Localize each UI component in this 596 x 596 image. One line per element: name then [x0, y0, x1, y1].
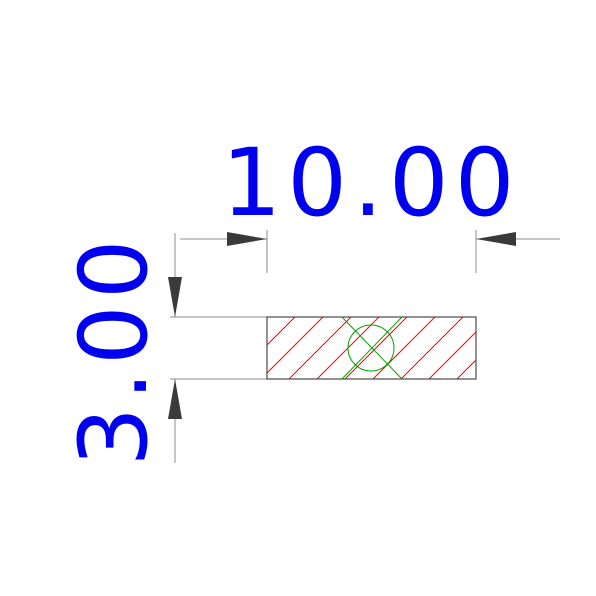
- hatch-line: [288, 317, 352, 379]
- hatch-line: [344, 317, 408, 379]
- hatch-line: [456, 359, 476, 379]
- height-arrow-bottom: [168, 379, 182, 419]
- hatch-line: [400, 317, 464, 379]
- center-mark: [341, 316, 403, 380]
- width-dimension-label: 10.00: [221, 129, 520, 238]
- hatch-line: [267, 317, 268, 318]
- height-arrow-top: [168, 277, 182, 317]
- center-circle: [347, 324, 395, 372]
- section-outline: [266, 316, 477, 380]
- hatch-line: [267, 317, 296, 346]
- hatch-line: [485, 317, 547, 379]
- height-dimension-label: 3.00: [60, 233, 169, 466]
- section-hatch: [267, 317, 575, 379]
- hatch-line: [428, 331, 476, 379]
- width-arrow-left: [227, 232, 267, 246]
- width-dimension: 10.00: [180, 129, 560, 273]
- center-cross-line-b: [341, 316, 403, 380]
- height-dimension: 3.00: [60, 233, 267, 467]
- hatch-line: [513, 317, 575, 379]
- hatch-line: [372, 317, 436, 379]
- hatch-line: [267, 317, 324, 374]
- width-arrow-right: [476, 232, 516, 246]
- section-rectangle: [266, 316, 575, 380]
